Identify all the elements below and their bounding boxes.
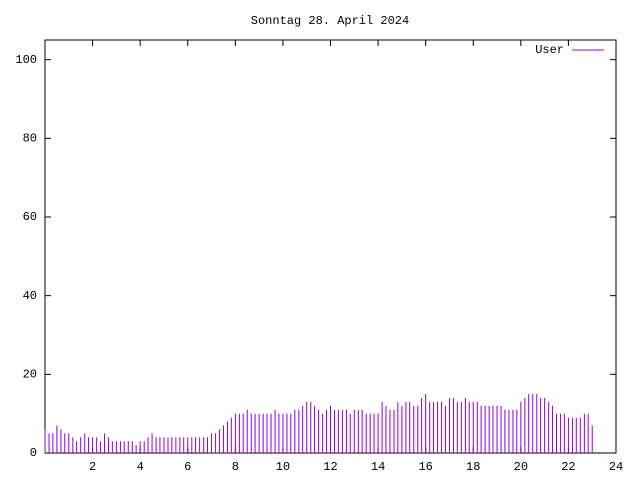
x-tick-label: 16 [418, 460, 432, 474]
y-tick-label: 40 [23, 289, 37, 303]
y-tick-label: 80 [23, 132, 37, 146]
legend-label: User [535, 43, 564, 57]
x-tick-label: 14 [371, 460, 385, 474]
y-tick-label: 20 [23, 368, 37, 382]
y-tick-label: 100 [15, 53, 37, 67]
y-tick-label: 60 [23, 210, 37, 224]
chart-title: Sonntag 28. April 2024 [251, 14, 409, 28]
x-tick-label: 12 [323, 460, 337, 474]
x-tick-label: 20 [514, 460, 528, 474]
y-tick-label: 0 [30, 446, 37, 460]
x-tick-label: 4 [137, 460, 144, 474]
x-tick-label: 8 [232, 460, 239, 474]
x-tick-label: 22 [561, 460, 575, 474]
x-tick-label: 10 [276, 460, 290, 474]
x-tick-label: 2 [89, 460, 96, 474]
x-tick-label: 24 [609, 460, 623, 474]
x-tick-label: 18 [466, 460, 480, 474]
x-tick-label: 6 [184, 460, 191, 474]
